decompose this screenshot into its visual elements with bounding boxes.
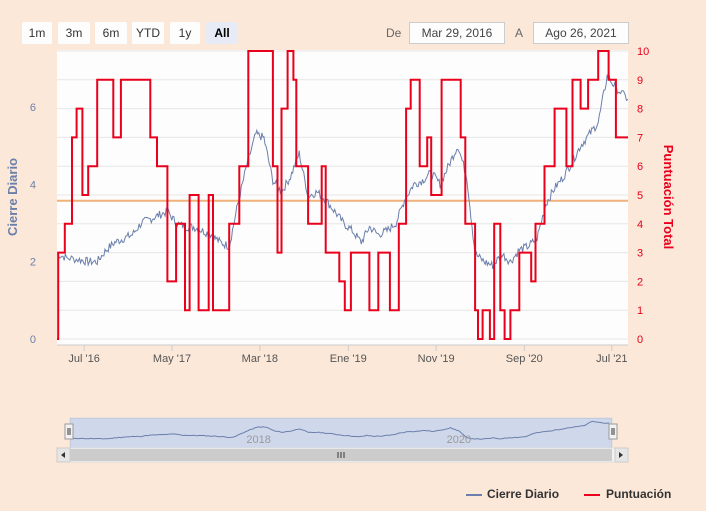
y-right-tick-label: 2: [637, 276, 643, 288]
y-right-tick-label: 1: [637, 305, 643, 317]
arrow-right-icon: [619, 452, 623, 458]
navigator-year-label: 2018: [246, 434, 270, 446]
range-button-6m[interactable]: 6m: [95, 22, 127, 44]
arrow-left-icon: [61, 452, 65, 458]
x-tick-label: Nov '19: [418, 353, 455, 365]
range-button-1m[interactable]: 1m: [22, 22, 52, 44]
range-button-all[interactable]: All: [206, 22, 238, 44]
legend-puntuacion-swatch: [584, 494, 600, 496]
x-tick-label: Sep '20: [506, 353, 543, 365]
navigator-scrollbar[interactable]: [56, 447, 629, 463]
series-puntuacion-line: [57, 50, 628, 340]
navigator-right-handle[interactable]: [608, 423, 618, 440]
y-right-tick-label: 5: [637, 190, 643, 202]
to-label: A: [515, 26, 524, 40]
range-button-1y[interactable]: 1y: [170, 22, 200, 44]
x-tick-label: Mar '18: [242, 353, 278, 365]
series-cierre-diario-line: [56, 74, 629, 270]
from-date-input[interactable]: Mar 29, 2016: [409, 22, 505, 44]
plot-background: [57, 50, 628, 345]
y-left-axis-ticks: 0 2 4 6: [30, 102, 36, 346]
navigator-left-handle[interactable]: [64, 423, 74, 440]
y-left-tick-label: 2: [30, 257, 36, 269]
navigator-mask: [70, 418, 612, 448]
y-right-tick-label: 8: [637, 104, 643, 116]
x-tick-label: Jul '16: [68, 353, 99, 365]
navigator-series-line: [70, 420, 610, 440]
navigator[interactable]: 2018 2020: [64, 417, 618, 449]
y-right-tick-label: 9: [637, 75, 643, 87]
y-right-axis-ticks: 0 1 2 3 4 5 6 7 8 9 10: [637, 46, 649, 346]
y-right-tick-label: 0: [637, 334, 643, 346]
y-right-tick-label: 7: [637, 132, 643, 144]
x-axis-ticks: Jul '16 May '17 Mar '18 Ene '19 Nov '19 Sep '…: [57, 344, 628, 365]
x-tick-label: Ene '19: [330, 353, 367, 365]
y-right-tick-label: 6: [637, 161, 643, 173]
range-button-3m[interactable]: 3m: [58, 22, 90, 44]
y-right-tick-label: 3: [637, 248, 643, 260]
scrollbar-grip-icon: [337, 452, 345, 458]
to-date-input[interactable]: Ago 26, 2021: [533, 22, 629, 44]
navigator-year-labels: 2018 2020: [246, 434, 471, 446]
y-right-axis-title: Puntuación Total: [661, 145, 676, 249]
from-label: De: [386, 26, 402, 40]
range-button-ytd[interactable]: YTD: [132, 22, 164, 44]
y-left-tick-label: 4: [30, 179, 36, 191]
y-right-tick-label: 10: [637, 46, 649, 58]
navigator-year-label: 2020: [447, 434, 471, 446]
legend-cierre-swatch: [466, 494, 482, 496]
y-right-tick-label: 4: [637, 219, 643, 231]
y-left-tick-label: 0: [30, 334, 36, 346]
y-left-axis-title: Cierre Diario: [5, 158, 20, 236]
legend-item-puntuacion[interactable]: Puntuación: [606, 487, 672, 501]
legend-item-cierre-diario[interactable]: Cierre Diario: [487, 487, 560, 501]
x-tick-label: May '17: [153, 353, 191, 365]
y-left-tick-label: 6: [30, 102, 36, 114]
x-tick-label: Jul '21: [596, 353, 627, 365]
grid-lines: [57, 50, 628, 340]
